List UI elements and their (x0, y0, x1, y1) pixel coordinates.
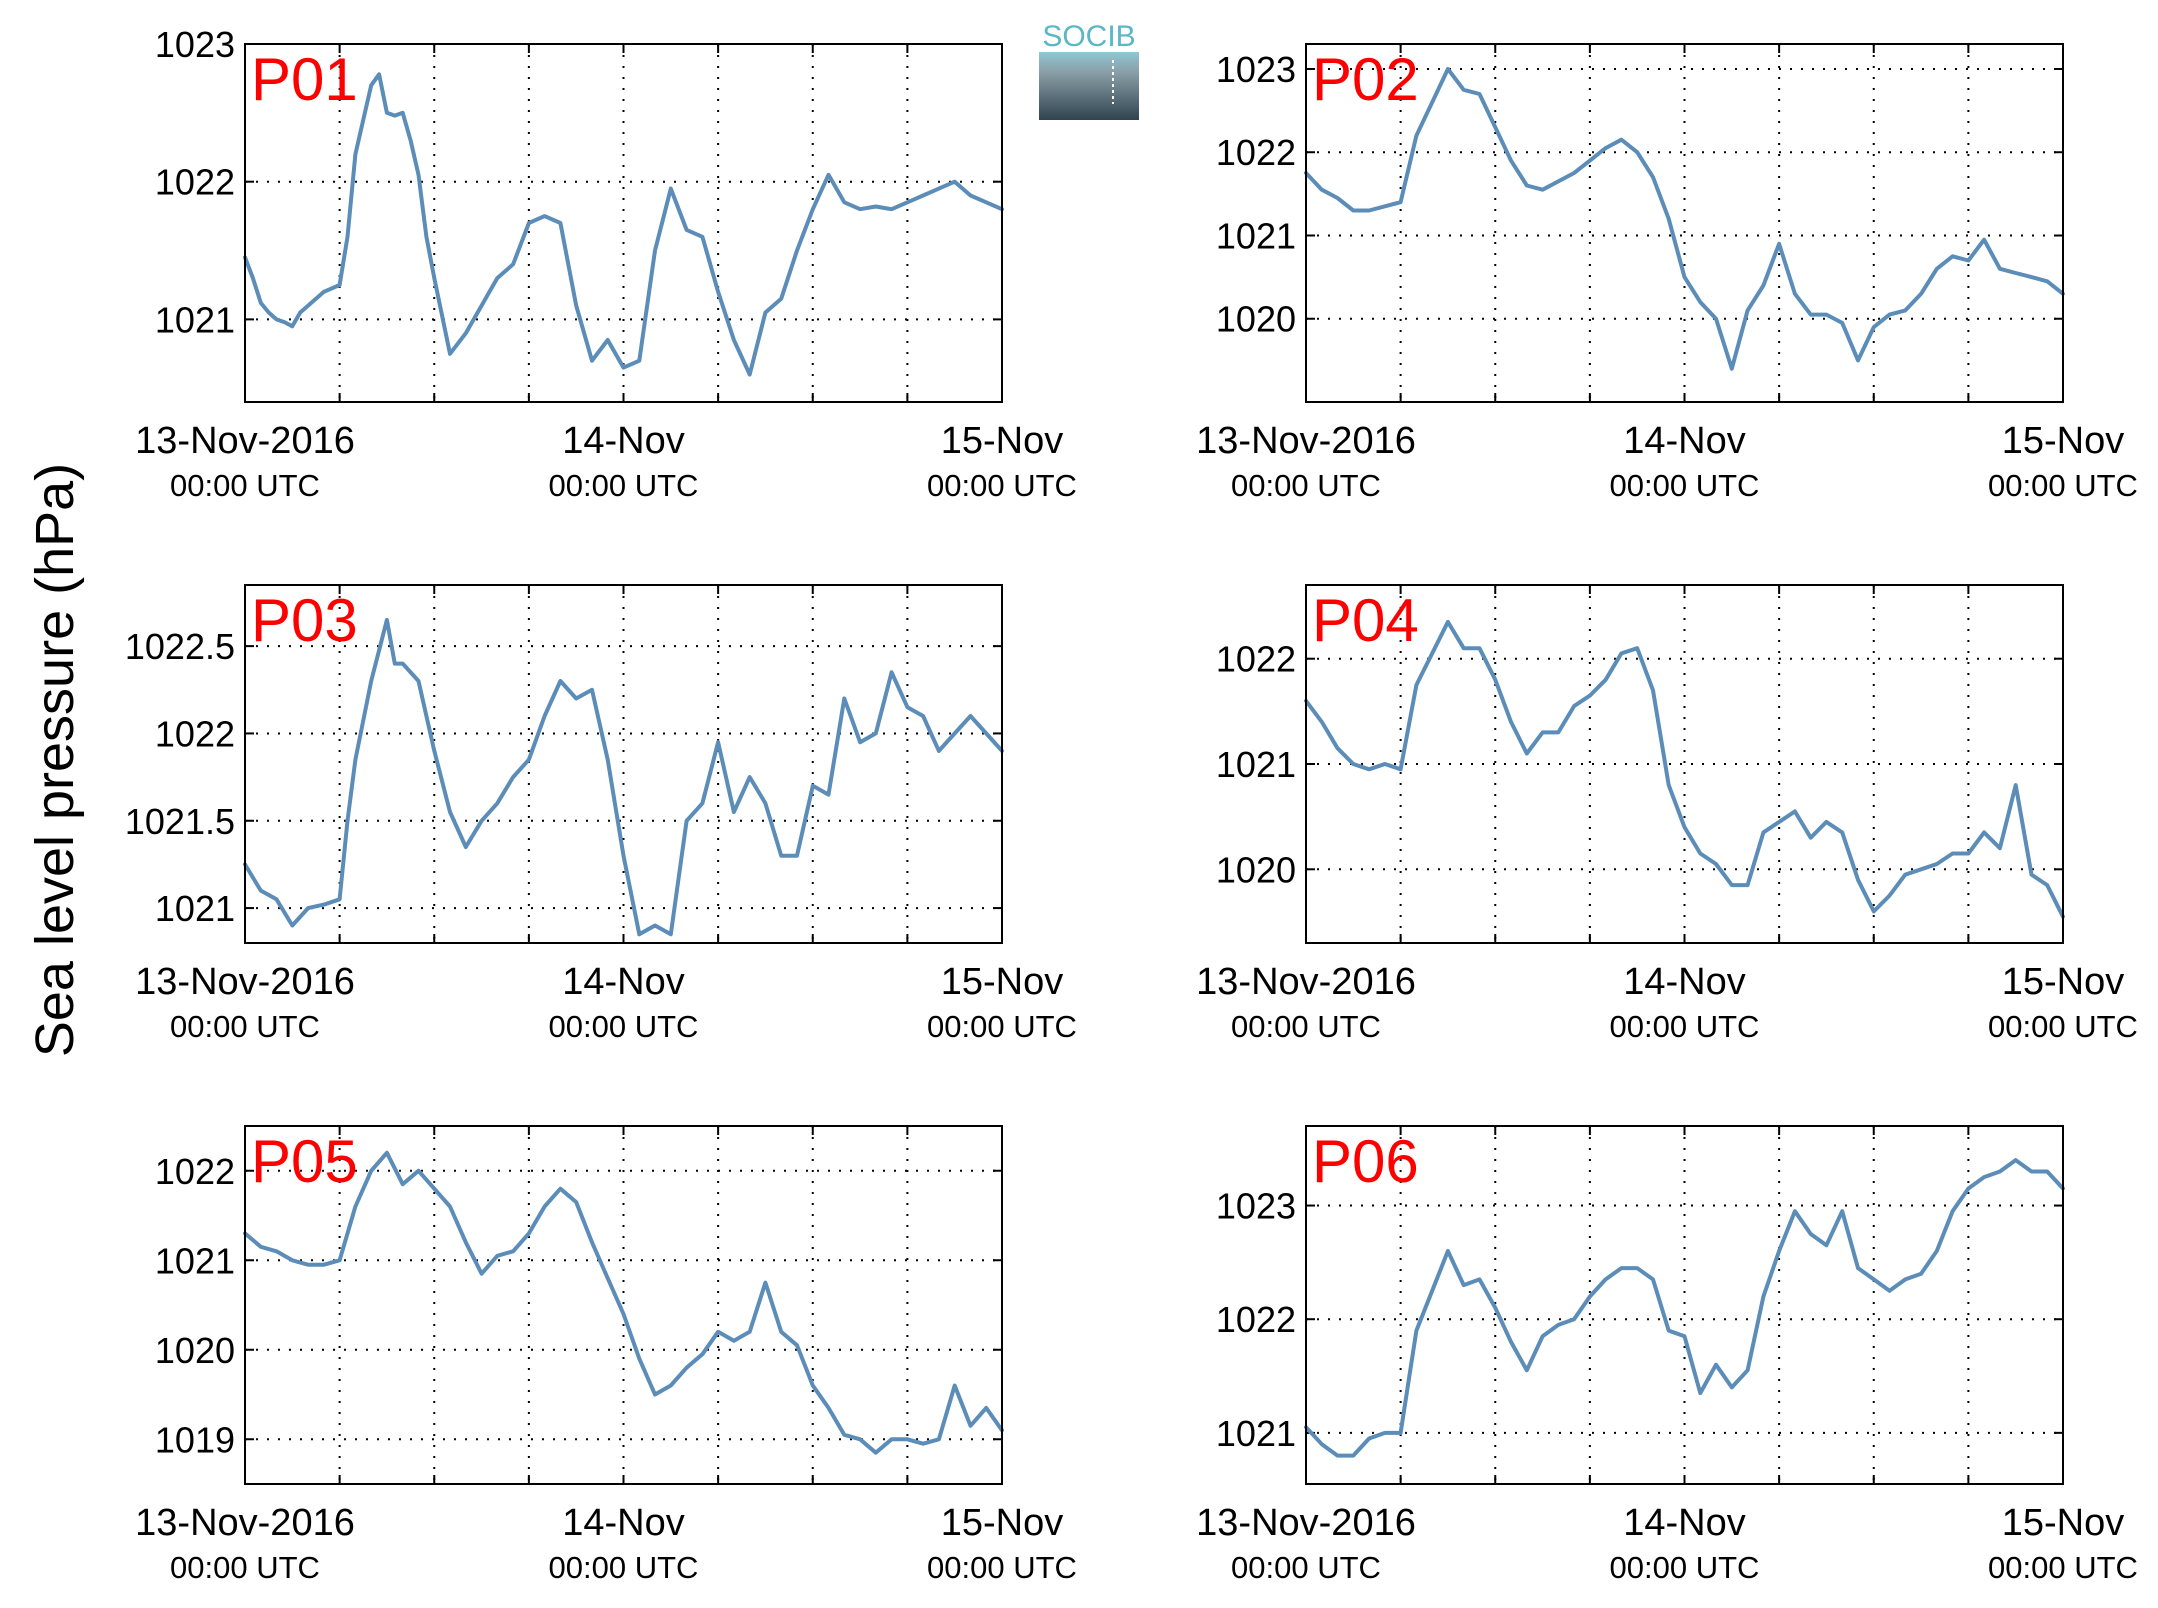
x-tick-sublabel: 00:00 UTC (1610, 1009, 1760, 1044)
y-tick-label: 1021 (1216, 215, 1296, 256)
panel-p06: 1021 1022 1023 13-Nov-2016 00:00 UTC 14-Nov 00… (1196, 1125, 2138, 1585)
x-tick-label: 15-Nov (2002, 961, 2125, 1003)
y-tick-label: 1022 (1216, 1299, 1296, 1340)
axes-frame (1305, 584, 2064, 944)
x-tick-sublabel: 00:00 UTC (549, 1009, 699, 1044)
panel-label: P06 (1312, 1128, 1419, 1195)
logo-text: SOCIB (1042, 20, 1135, 53)
x-tick-sublabel: 00:00 UTC (549, 468, 699, 503)
x-tick-label: 14-Nov (562, 420, 685, 462)
y-tick-label: 1020 (155, 1330, 235, 1371)
plot-area (1306, 1126, 2063, 1484)
plot-area (245, 585, 1002, 943)
x-tick-sublabel: 00:00 UTC (1231, 1009, 1381, 1044)
y-tick-label: 1022.5 (125, 626, 235, 667)
axes-frame (244, 43, 1003, 403)
logo-wave-icon (1039, 52, 1139, 120)
x-tick-label: 14-Nov (1623, 420, 1746, 462)
x-tick-sublabel: 00:00 UTC (927, 468, 1077, 503)
x-tick-label: 15-Nov (941, 420, 1064, 462)
series-line-p02 (1304, 67, 2065, 371)
panel-p02: 1020 1021 1022 1023 13-Nov-2016 00:00 UTC 14-N… (1196, 43, 2138, 503)
socib-logo: SOCIB (1039, 20, 1139, 120)
panel-label: P01 (251, 46, 358, 113)
x-tick-sublabel: 00:00 UTC (927, 1550, 1077, 1585)
x-tick-label: 14-Nov (1623, 1502, 1746, 1544)
y-tick-label: 1019 (155, 1419, 235, 1460)
x-tick-sublabel: 00:00 UTC (1231, 1550, 1381, 1585)
panel-p01: 1021 1022 1023 13-Nov-2016 00:00 UTC 14-Nov 00… (135, 24, 1077, 503)
y-tick-label: 1022 (1216, 639, 1296, 680)
x-tick-sublabel: 00:00 UTC (1610, 1550, 1760, 1585)
x-tick-label: 14-Nov (562, 961, 685, 1003)
panel-label: P02 (1312, 46, 1419, 113)
panel-p03: 1021 1021.5 1022 1022.5 13-Nov-2016 00:00 UTC… (125, 584, 1077, 1044)
series-line-p04 (1304, 619, 2065, 919)
x-tick-label: 13-Nov-2016 (135, 1502, 355, 1544)
y-tick-label: 1021 (155, 888, 235, 929)
y-tick-label: 1022 (1216, 132, 1296, 173)
y-tick-label: 1021 (1216, 1413, 1296, 1454)
x-tick-label: 13-Nov-2016 (135, 961, 355, 1003)
y-tick-label: 1022 (155, 1151, 235, 1192)
plot-area (245, 44, 1002, 402)
y-tick-label: 1021 (155, 299, 235, 340)
panel-label: P05 (251, 1128, 358, 1195)
y-tick-label: 1021.5 (125, 801, 235, 842)
x-tick-sublabel: 00:00 UTC (1988, 1550, 2138, 1585)
plot-area (245, 1126, 1002, 1484)
x-tick-sublabel: 00:00 UTC (927, 1009, 1077, 1044)
x-tick-sublabel: 00:00 UTC (170, 468, 320, 503)
y-tick-label: 1023 (1216, 1186, 1296, 1227)
x-tick-label: 15-Nov (941, 1502, 1064, 1544)
y-tick-label: 1023 (1216, 49, 1296, 90)
panel-label: P03 (251, 587, 358, 654)
axes-frame (1305, 1125, 2064, 1485)
y-tick-label: 1023 (155, 24, 235, 65)
y-tick-label: 1021 (155, 1240, 235, 1281)
series-line-p03 (243, 617, 1004, 937)
x-tick-label: 13-Nov-2016 (135, 420, 355, 462)
series-line-p05 (243, 1150, 1004, 1455)
plot-area (1306, 44, 2063, 402)
x-tick-label: 14-Nov (1623, 961, 1746, 1003)
axes-frame (244, 584, 1003, 944)
y-tick-label: 1022 (155, 713, 235, 754)
series-line-p06 (1304, 1158, 2065, 1458)
x-tick-label: 13-Nov-2016 (1196, 420, 1416, 462)
y-tick-label: 1020 (1216, 299, 1296, 340)
x-tick-label: 15-Nov (941, 961, 1064, 1003)
x-tick-sublabel: 00:00 UTC (1231, 468, 1381, 503)
series-line-p01 (243, 72, 1004, 377)
x-tick-label: 15-Nov (2002, 1502, 2125, 1544)
x-tick-label: 13-Nov-2016 (1196, 961, 1416, 1003)
axes-frame (244, 1125, 1003, 1485)
x-tick-sublabel: 00:00 UTC (1988, 1009, 2138, 1044)
x-tick-sublabel: 00:00 UTC (1988, 468, 2138, 503)
y-tick-label: 1021 (1216, 744, 1296, 785)
y-tick-label: 1020 (1216, 849, 1296, 890)
x-tick-sublabel: 00:00 UTC (1610, 468, 1760, 503)
panel-label: P04 (1312, 587, 1419, 654)
x-tick-sublabel: 00:00 UTC (170, 1550, 320, 1585)
panel-p05: 1019 1020 1021 1022 13-Nov-2016 00:00 UTC 14-N… (135, 1125, 1077, 1585)
panel-p04: 1020 1021 1022 13-Nov-2016 00:00 UTC 14-Nov 00… (1196, 584, 2138, 1044)
x-tick-sublabel: 00:00 UTC (170, 1009, 320, 1044)
y-axis-label: Sea level pressure (hPa) (25, 463, 85, 1057)
y-tick-label: 1022 (155, 162, 235, 203)
axes-frame (1305, 43, 2064, 403)
x-tick-label: 13-Nov-2016 (1196, 1502, 1416, 1544)
plot-area (1306, 585, 2063, 943)
x-tick-label: 14-Nov (562, 1502, 685, 1544)
x-tick-sublabel: 00:00 UTC (549, 1550, 699, 1585)
x-tick-label: 15-Nov (2002, 420, 2125, 462)
